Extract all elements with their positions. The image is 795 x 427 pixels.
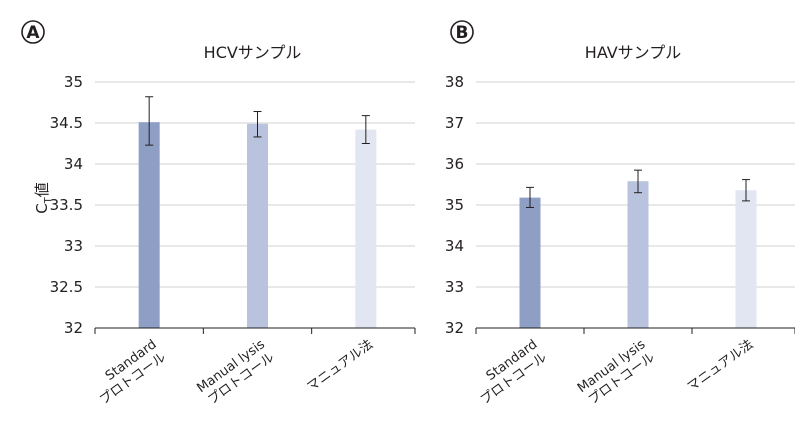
category-label: Manual lysisプロトコール bbox=[575, 337, 658, 409]
category-label-line: マニュアル法 bbox=[685, 337, 757, 395]
panel-title: HCVサンプル bbox=[204, 43, 302, 62]
y-tick-label: 36 bbox=[445, 155, 464, 173]
y-tick-label: 32 bbox=[445, 319, 464, 337]
chart-panel-a: A HCVサンプル 32 32.5 33 33.5 34 34.5 35 Standardプロトコ… bbox=[21, 20, 416, 409]
y-tick-label: 33 bbox=[64, 237, 83, 255]
y-axis-label-subscript: T bbox=[43, 196, 54, 204]
panel-label: B bbox=[456, 23, 469, 43]
y-tick-label: 38 bbox=[445, 73, 464, 91]
y-tick-label: 34 bbox=[64, 155, 83, 173]
bar bbox=[735, 190, 757, 328]
y-tick-label: 32 bbox=[64, 319, 83, 337]
panel-label: A bbox=[26, 23, 40, 43]
y-tick-label: 33.5 bbox=[50, 196, 83, 214]
category-label: マニュアル法 bbox=[685, 337, 757, 395]
bar bbox=[519, 197, 541, 328]
y-axis-label-main: C bbox=[33, 203, 51, 213]
y-tick-label: 33 bbox=[445, 278, 464, 296]
y-tick-label: 32.5 bbox=[50, 278, 83, 296]
bar bbox=[247, 123, 268, 328]
y-tick-label: 35 bbox=[64, 73, 83, 91]
panel-label-circle bbox=[21, 20, 45, 44]
y-tick-label: 37 bbox=[445, 114, 464, 132]
category-label: Standardプロトコール bbox=[88, 337, 169, 408]
bar bbox=[138, 122, 160, 329]
category-label: Standardプロトコール bbox=[468, 337, 549, 408]
y-axis-label: CT値 bbox=[33, 182, 54, 214]
y-tick-label: 34.5 bbox=[50, 114, 83, 132]
category-label-line: マニュアル法 bbox=[305, 337, 377, 395]
y-axis-label-suffix: 値 bbox=[33, 182, 51, 197]
bar bbox=[627, 181, 649, 328]
panel-label-circle bbox=[450, 20, 474, 44]
bar bbox=[355, 129, 377, 328]
category-label: Manual lysisプロトコール bbox=[194, 337, 277, 409]
panel-title: HAVサンプル bbox=[585, 43, 681, 62]
chart-panel-b: B HAVサンプル 32 33 34 35 36 37 38 Standardプロトコール Manu… bbox=[445, 20, 795, 409]
category-label: マニュアル法 bbox=[305, 337, 377, 395]
y-tick-label: 35 bbox=[445, 196, 464, 214]
y-tick-label: 34 bbox=[445, 237, 464, 255]
